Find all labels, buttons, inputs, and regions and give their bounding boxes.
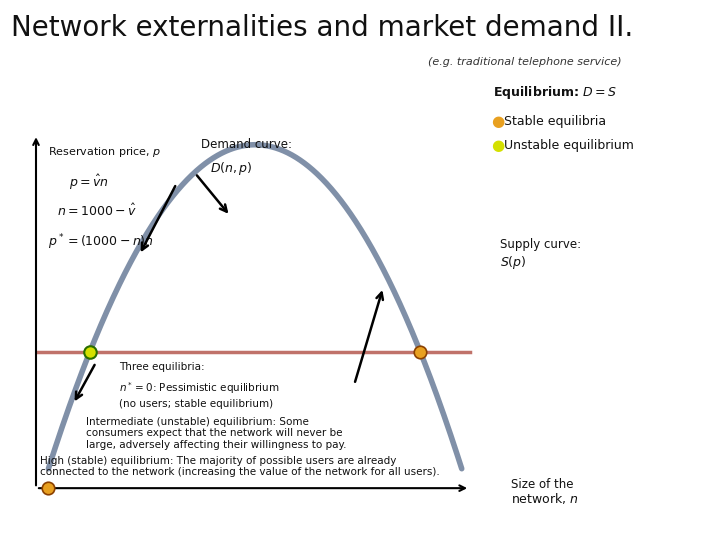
Text: ●: ● (491, 138, 504, 153)
Text: Equilibrium: $D = S$: Equilibrium: $D = S$ (493, 84, 618, 100)
Text: Demand curve:: Demand curve: (202, 138, 292, 151)
Text: Supply curve:: Supply curve: (500, 238, 582, 251)
Text: Size of the: Size of the (511, 478, 574, 491)
Text: $p = \hat{v}n$: $p = \hat{v}n$ (69, 173, 109, 192)
Text: network, $n$: network, $n$ (511, 491, 579, 507)
Text: Network externalities and market demand II.: Network externalities and market demand … (11, 14, 633, 42)
Text: (no users; stable equilibrium): (no users; stable equilibrium) (119, 399, 273, 409)
Text: Stable equilibria: Stable equilibria (504, 115, 606, 128)
Text: Intermediate (unstable) equilibrium: Some
consumers expect that the network will: Intermediate (unstable) equilibrium: Som… (86, 417, 346, 450)
Text: $p^* = (1000 - n)n$: $p^* = (1000 - n)n$ (48, 233, 154, 252)
Text: $S(p)$: $S(p)$ (500, 254, 527, 271)
Text: $n = 1000 - \hat{v}$: $n = 1000 - \hat{v}$ (57, 203, 137, 219)
Text: Three equilibria:: Three equilibria: (119, 362, 204, 373)
Text: Unstable equilibrium: Unstable equilibrium (504, 139, 634, 152)
Text: Reservation price, $p$: Reservation price, $p$ (48, 145, 162, 159)
Text: High (stable) equilibrium: The majority of possible users are already
connected : High (stable) equilibrium: The majority … (40, 456, 440, 477)
Text: ●: ● (491, 114, 504, 129)
Text: (e.g. traditional telephone service): (e.g. traditional telephone service) (428, 57, 622, 67)
Text: $D(n, p)$: $D(n, p)$ (210, 160, 252, 177)
Text: $n^* = 0$: Pessimistic equilibrium: $n^* = 0$: Pessimistic equilibrium (119, 381, 279, 396)
